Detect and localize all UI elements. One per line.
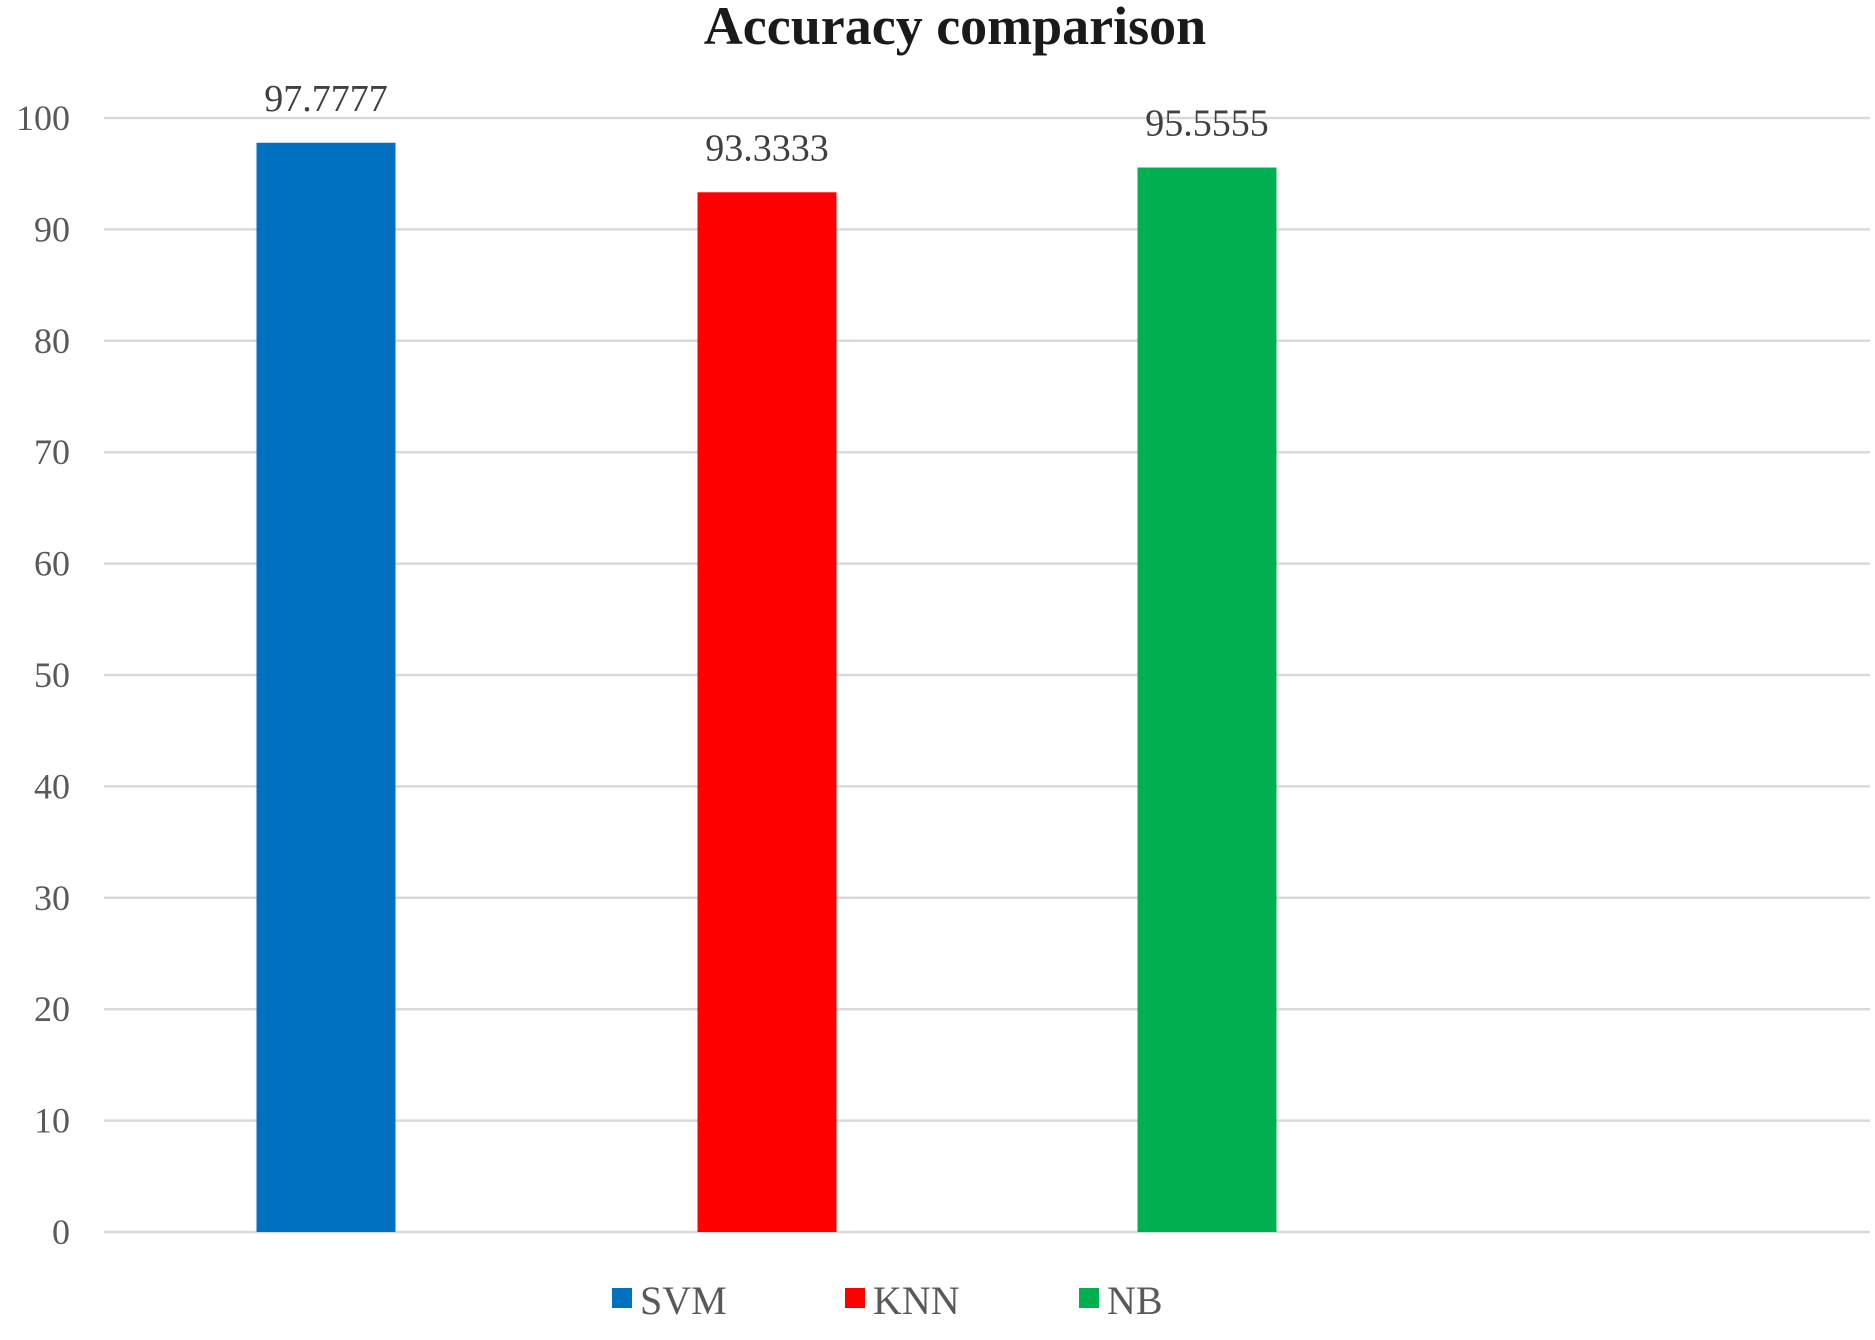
legend-label-nb: NB bbox=[1107, 1278, 1163, 1323]
y-tick-label: 10 bbox=[34, 1101, 70, 1141]
gridlines bbox=[104, 116, 1870, 1234]
y-tick-label: 50 bbox=[34, 655, 70, 695]
y-tick-label: 70 bbox=[34, 432, 70, 472]
y-tick-label: 100 bbox=[16, 98, 70, 138]
legend-swatch-svm bbox=[612, 1288, 632, 1308]
y-tick-label: 30 bbox=[34, 878, 70, 918]
bar-svm bbox=[256, 142, 396, 1232]
bar-knn bbox=[697, 192, 837, 1232]
legend-label-knn: KNN bbox=[873, 1278, 960, 1323]
y-tick-label: 0 bbox=[52, 1212, 70, 1252]
legend-swatch-nb bbox=[1079, 1288, 1099, 1308]
legend: SVM KNN NB bbox=[612, 1278, 1163, 1323]
legend-swatch-knn bbox=[845, 1288, 865, 1308]
chart-title: Accuracy comparison bbox=[704, 0, 1206, 56]
data-labels: 97.7777 93.3333 95.5555 bbox=[264, 78, 1269, 170]
data-label-knn: 93.3333 bbox=[705, 127, 829, 169]
y-axis-ticks: 0 10 20 30 40 50 60 70 80 90 100 bbox=[16, 98, 70, 1252]
legend-label-svm: SVM bbox=[640, 1278, 727, 1323]
y-tick-label: 80 bbox=[34, 321, 70, 361]
y-tick-label: 40 bbox=[34, 766, 70, 806]
y-tick-label: 90 bbox=[34, 209, 70, 249]
data-label-nb: 95.5555 bbox=[1145, 103, 1269, 145]
bar-nb bbox=[1137, 167, 1277, 1233]
y-tick-label: 60 bbox=[34, 544, 70, 584]
data-label-svm: 97.7777 bbox=[264, 78, 388, 120]
bars bbox=[256, 142, 1277, 1233]
y-tick-label: 20 bbox=[34, 989, 70, 1029]
